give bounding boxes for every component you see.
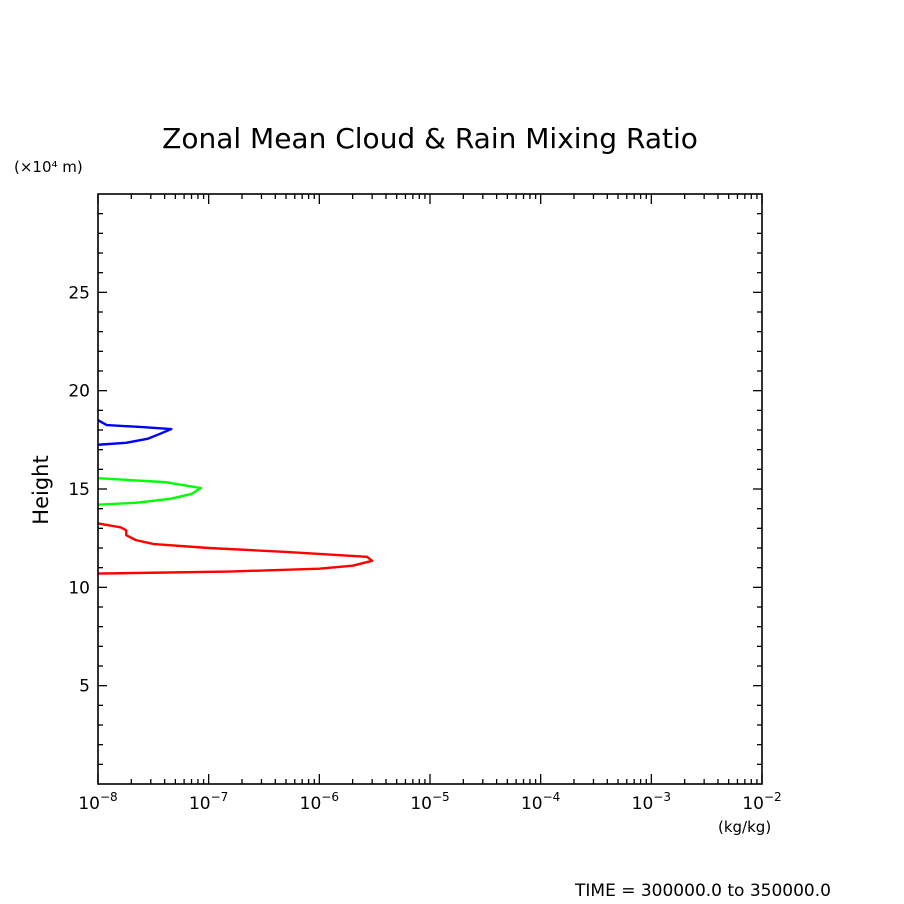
x-tick-label: 10−5 xyxy=(410,790,449,814)
y-tick-label: 15 xyxy=(68,480,90,500)
y-axis-unit: (×10⁴ m) xyxy=(14,158,83,176)
series-line-1 xyxy=(97,419,173,446)
x-tick-label: 10−3 xyxy=(632,790,671,814)
x-tick-label: 10−4 xyxy=(521,790,560,814)
x-tick-label: 10−8 xyxy=(78,790,117,814)
x-tick-label: 10−7 xyxy=(189,790,228,814)
footer-time-range: TIME = 300000.0 to 350000.0 xyxy=(574,881,831,901)
plot-series xyxy=(97,419,374,575)
chart-title: Zonal Mean Cloud & Rain Mixing Ratio xyxy=(162,122,698,155)
y-tick-label: 20 xyxy=(68,382,90,402)
plot-frame xyxy=(97,193,763,785)
x-axis-unit: (kg/kg) xyxy=(718,818,771,836)
series-line-2 xyxy=(97,476,203,506)
series-line-3 xyxy=(97,522,374,575)
y-tick-label: 10 xyxy=(68,578,90,598)
y-tick-label: 5 xyxy=(79,677,90,697)
axis-ticks: 5 10 15 20 25 10−8 10−7 10−6 10−5 10−4 10−3 10−2 xyxy=(68,194,782,814)
y-tick-label: 25 xyxy=(68,283,90,303)
x-tick-label: 10−6 xyxy=(300,790,339,814)
y-axis-label: Height xyxy=(29,455,53,524)
x-tick-label: 10−2 xyxy=(742,790,781,814)
